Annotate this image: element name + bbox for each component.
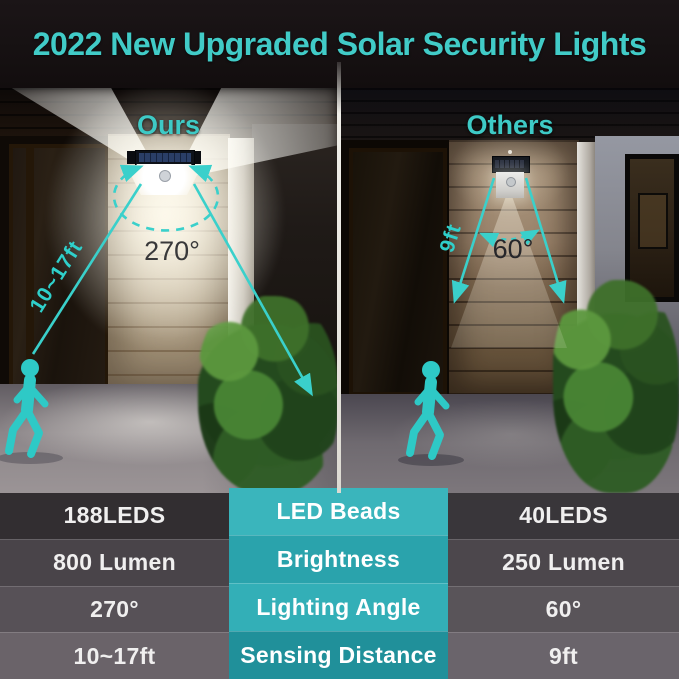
detection-range-line-right (524, 177, 567, 304)
table-cell: 188LEDS (0, 493, 229, 539)
ours-lighting-angle: 270° (90, 595, 139, 622)
ours-led-beads: 188LEDS (63, 502, 166, 529)
feature-brightness: Brightness (276, 546, 401, 572)
table-cell: 9ft (448, 632, 679, 679)
others-annotations: 60° 9ft (398, 177, 567, 466)
table-cell: Sensing Distance (229, 631, 448, 679)
page-title: 2022 New Upgraded Solar Security Lights (32, 25, 647, 62)
ours-label: Ours (136, 110, 201, 140)
feature-sensing-distance: Sensing Distance (240, 642, 437, 668)
patio-door (341, 140, 451, 398)
roof-soffit (341, 88, 679, 144)
others-angle-value: 60° (493, 234, 534, 264)
solar-cells (495, 160, 525, 168)
panel-divider (337, 62, 341, 493)
solar-light-others-icon (492, 150, 530, 200)
house-window (625, 154, 679, 302)
ours-angle-value: 270° (144, 236, 200, 266)
others-brightness: 250 Lumen (502, 549, 625, 576)
table-cell: LED Beads (229, 488, 448, 535)
others-sensing-distance: 9ft (548, 642, 578, 669)
others-label: Others (466, 110, 554, 140)
table-cell: 250 Lumen (448, 538, 679, 586)
ours-annotations: 270° 10~17ft (0, 164, 313, 464)
feature-led-beads: LED Beads (276, 498, 401, 524)
window-reflection (638, 193, 668, 249)
angle-arc-icon (478, 229, 540, 248)
table-cell: 40LEDS (448, 493, 679, 539)
detection-range-line-right (192, 183, 313, 397)
garden-bush (553, 280, 679, 493)
table-cell: 10~17ft (0, 632, 229, 679)
table-cell: Brightness (229, 535, 448, 583)
others-led-beads: 40LEDS (519, 502, 608, 529)
others-lighting-angle: 60° (545, 595, 582, 622)
table-cell: 270° (0, 585, 229, 633)
table-cell: 60° (448, 585, 679, 633)
others-value-column: 40LEDS 250 Lumen 60° 9ft (448, 493, 679, 679)
ours-sensing-distance: 10~17ft (73, 642, 156, 669)
ours-scene: Ours 270° 10~17ft (0, 88, 337, 493)
comparison-table: 188LEDS 800 Lumen 270° 10~17ft LED Beads… (0, 488, 679, 679)
mount-screw (508, 150, 512, 154)
walking-person-icon (398, 361, 464, 466)
table-cell: Lighting Angle (229, 583, 448, 631)
feature-label-column: LED Beads Brightness Lighting Angle Sens… (229, 488, 448, 679)
others-distance-value: 9ft (436, 221, 466, 255)
ours-brightness: 800 Lumen (53, 549, 176, 576)
ours-value-column: 188LEDS 800 Lumen 270° 10~17ft (0, 493, 229, 679)
door-glass (349, 148, 447, 396)
feature-lighting-angle: Lighting Angle (256, 594, 421, 620)
detection-range-line-left (451, 177, 496, 304)
table-cell: 800 Lumen (0, 538, 229, 586)
ours-distance-value: 10~17ft (26, 237, 88, 317)
walking-person-icon (0, 359, 63, 464)
others-scene: Others 60° 9ft (341, 88, 679, 493)
motion-sensor (506, 177, 516, 187)
